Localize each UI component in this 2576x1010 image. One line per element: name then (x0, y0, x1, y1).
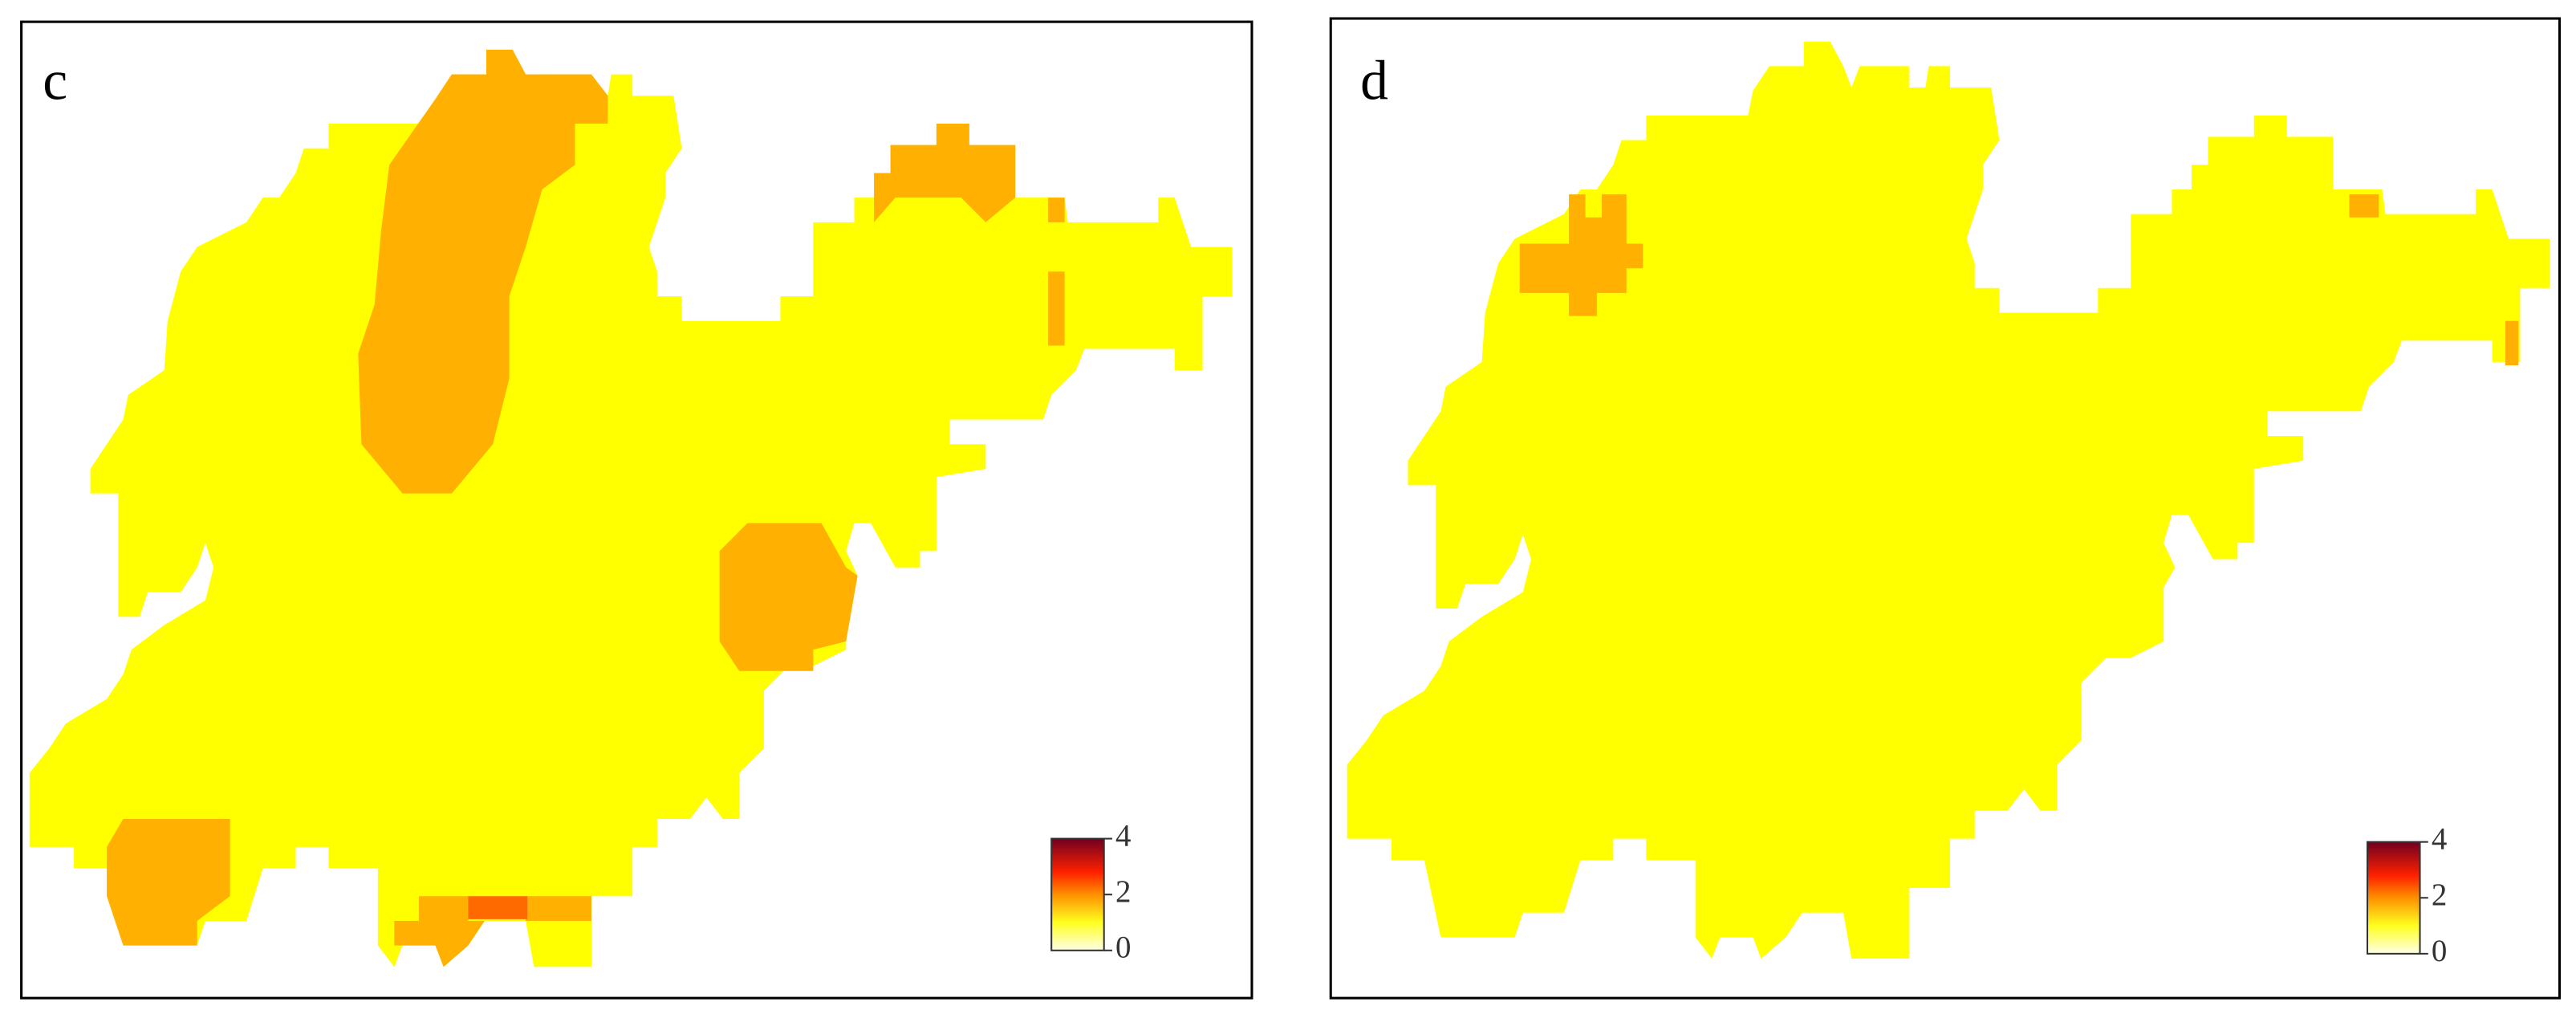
colorbar (2366, 841, 2421, 955)
colorbar-tick-label: 0 (2432, 934, 2447, 968)
panel-label: d (1360, 50, 1388, 112)
colorbar-tick-label: 4 (2432, 822, 2447, 857)
panel-label: c (43, 50, 67, 112)
high-zones (1519, 194, 2519, 365)
peak-zone (468, 896, 528, 919)
colorbar-tick-label: 0 (1115, 931, 1131, 965)
colorbar-tick-label: 2 (2432, 878, 2447, 912)
panel-d: d (1329, 17, 2562, 1000)
colorbar-tick-label: 4 (1115, 819, 1131, 853)
colorbar (1050, 837, 1105, 951)
colorbar-tick-label: 2 (1115, 874, 1131, 909)
panel-c: c (20, 20, 1253, 1000)
high-zones (107, 49, 1065, 967)
